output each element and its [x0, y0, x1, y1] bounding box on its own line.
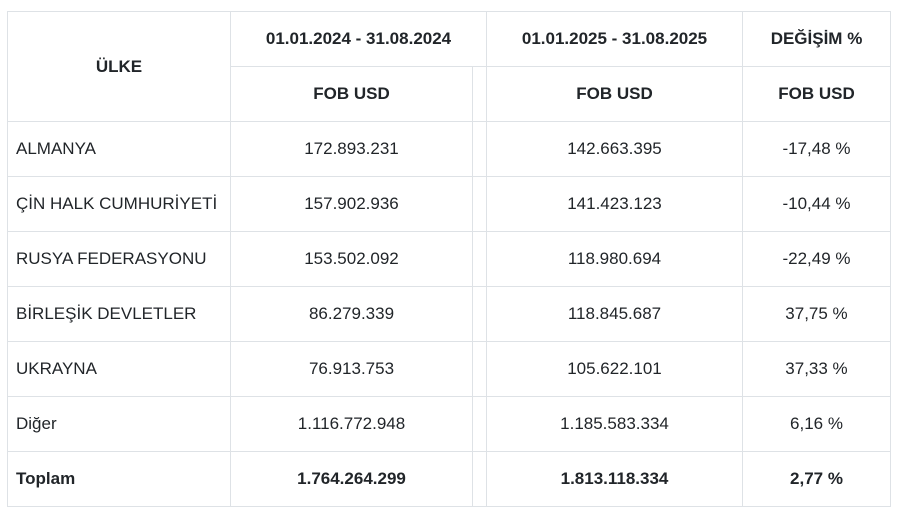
row-value-2024: 157.902.936	[230, 176, 473, 232]
header-period-2025: 01.01.2025 - 31.08.2025	[486, 11, 743, 67]
header-gap-cell	[472, 66, 487, 122]
table-row: ÇİN HALK CUMHURİYETİ 157.902.936 141.423…	[7, 176, 891, 232]
table-row: Diğer 1.116.772.948 1.185.583.334 6,16 %	[7, 396, 891, 452]
row-value-2025: 118.845.687	[486, 286, 743, 342]
total-value-2024: 1.764.264.299	[230, 451, 473, 507]
row-country: ALMANYA	[7, 121, 231, 177]
row-value-2024: 172.893.231	[230, 121, 473, 177]
row-value-2025: 105.622.101	[486, 341, 743, 397]
total-change: 2,77 %	[742, 451, 891, 507]
table-row: BİRLEŞİK DEVLETLER 86.279.339 118.845.68…	[7, 286, 891, 342]
row-change: 37,33 %	[742, 341, 891, 397]
row-value-2024: 86.279.339	[230, 286, 473, 342]
total-label: Toplam	[7, 451, 231, 507]
header-row-units: FOB USD FOB USD FOB USD	[8, 66, 891, 122]
export-table: ÜLKE 01.01.2024 - 31.08.2024 01.01.2025 …	[7, 11, 891, 507]
total-row: Toplam 1.764.264.299 1.813.118.334 2,77 …	[7, 451, 891, 507]
total-value-2025: 1.813.118.334	[486, 451, 743, 507]
row-country: RUSYA FEDERASYONU	[7, 231, 231, 287]
row-change: 6,16 %	[742, 396, 891, 452]
row-gap-cell	[472, 121, 487, 177]
row-gap-cell	[472, 396, 487, 452]
row-gap-cell	[472, 176, 487, 232]
row-value-2024: 76.913.753	[230, 341, 473, 397]
row-change: -10,44 %	[742, 176, 891, 232]
row-value-2025: 141.423.123	[486, 176, 743, 232]
row-gap-cell	[472, 286, 487, 342]
header-change: DEĞİŞİM %	[742, 11, 891, 67]
row-change: 37,75 %	[742, 286, 891, 342]
row-value-2025: 118.980.694	[486, 231, 743, 287]
header-unit-2025: FOB USD	[486, 66, 743, 122]
row-gap-cell	[472, 341, 487, 397]
header-period-2024: 01.01.2024 - 31.08.2024	[230, 11, 487, 67]
export-table-container: ÜLKE 01.01.2024 - 31.08.2024 01.01.2025 …	[7, 11, 891, 507]
row-value-2025: 1.185.583.334	[486, 396, 743, 452]
table-row: RUSYA FEDERASYONU 153.502.092 118.980.69…	[7, 231, 891, 287]
table-row: UKRAYNA 76.913.753 105.622.101 37,33 %	[7, 341, 891, 397]
total-gap-cell	[472, 451, 487, 507]
row-country: ÇİN HALK CUMHURİYETİ	[7, 176, 231, 232]
row-country: UKRAYNA	[7, 341, 231, 397]
header-row-periods: ÜLKE 01.01.2024 - 31.08.2024 01.01.2025 …	[7, 11, 891, 122]
row-change: -17,48 %	[742, 121, 891, 177]
header-country: ÜLKE	[7, 11, 231, 122]
row-change: -22,49 %	[742, 231, 891, 287]
row-country: BİRLEŞİK DEVLETLER	[7, 286, 231, 342]
row-gap-cell	[472, 231, 487, 287]
row-value-2024: 1.116.772.948	[230, 396, 473, 452]
row-value-2024: 153.502.092	[230, 231, 473, 287]
row-value-2025: 142.663.395	[486, 121, 743, 177]
table-row: ALMANYA 172.893.231 142.663.395 -17,48 %	[7, 121, 891, 177]
header-unit-change: FOB USD	[742, 66, 891, 122]
row-country: Diğer	[7, 396, 231, 452]
header-unit-2024: FOB USD	[230, 66, 473, 122]
